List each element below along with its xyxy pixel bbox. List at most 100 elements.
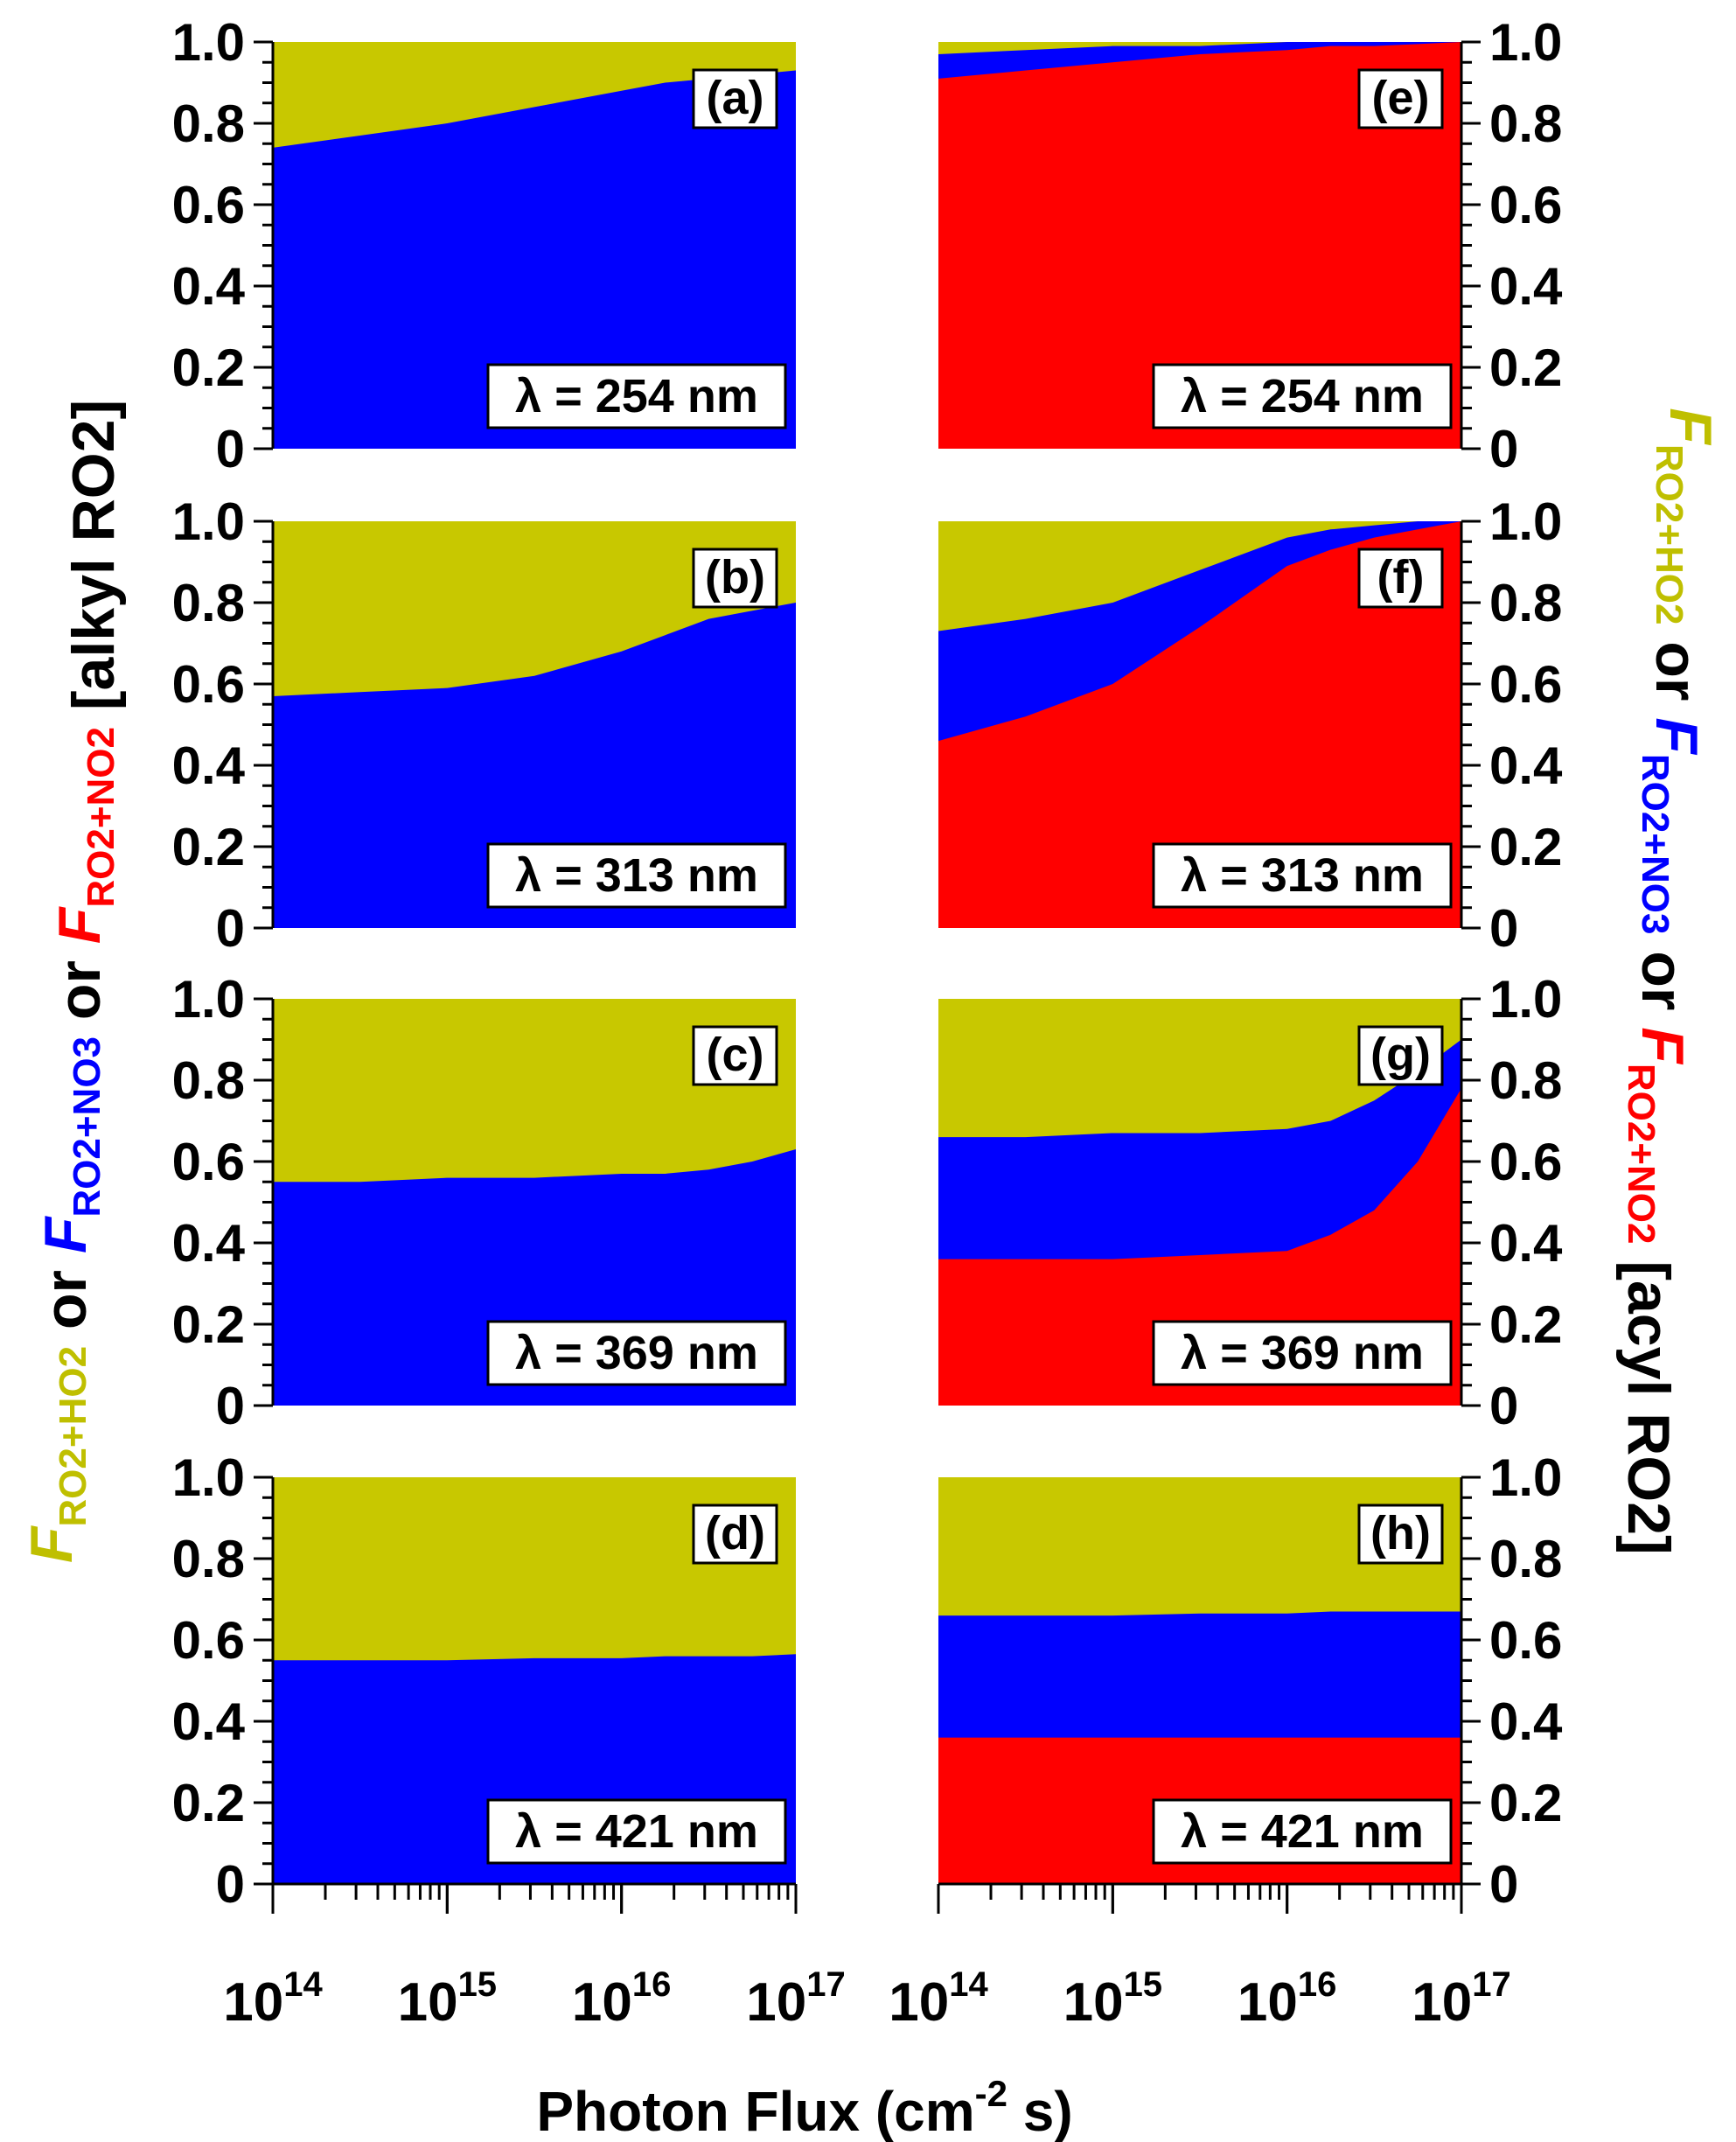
x-tick-label-exp: 15 [1124,1965,1163,2004]
wavelength-box [486,363,787,429]
side-label-part: F [32,1216,99,1253]
x-tick-label: 1016 [572,1965,671,2033]
wavelength-label: λ = 421 nm [1181,1805,1424,1858]
y-tick-label: 0.6 [1489,1611,1562,1670]
panel-tag-label: (h) [1370,1507,1431,1559]
panel-g: 0 0.2 0.4 0.6 0.8 1.0 (g) λ = 369 nm [938,970,1563,1435]
wavelength-label: λ = 313 nm [1181,849,1424,902]
wavelength-label: λ = 369 nm [515,1327,758,1379]
y-tick-label: 0 [1489,1377,1518,1435]
right-y-axis-label: FRO2+HO2 or FRO2+NO3 or FRO2+NO2 [acyl R… [1615,408,1724,1554]
side-label-part: [alkyl RO2] [60,400,127,727]
x-tick-label: 1017 [1412,1965,1510,2033]
panel-tag-label: (g) [1370,1029,1431,1081]
y-tick-label: 0.6 [1489,655,1562,714]
x-axis-title: Photon Flux (cm-2 s) [536,2073,1072,2142]
area-ro2-no3 [273,70,796,450]
x-tick-label: 1017 [746,1965,845,2033]
y-tick-label: 0.6 [172,1611,245,1670]
x-tick-label-exp: 14 [283,1965,323,2004]
side-label-subscript: RO2+NO2 [1620,1064,1663,1245]
y-tick-label: 1.0 [172,13,245,72]
side-label-subscript: RO2+HO2 [1648,444,1691,625]
panels-layer: 0 0.2 0.4 0.6 0.8 1.0 (a) λ = 254 nm 0 0.2 0.4 0.6 0… [172,13,1563,1914]
x-tick-label-exp: 15 [458,1965,498,2004]
wavelength-box [486,842,787,909]
y-tick-label: 1.0 [172,492,245,551]
x-tick-label-base: 10 [889,1972,949,2033]
x-tick-label-exp: 16 [632,1965,672,2004]
side-label-subscript: RO2+NO3 [66,1036,108,1218]
x-tick-label-base: 10 [572,1972,632,2033]
wavelength-label: λ = 254 nm [515,370,758,422]
panel-tag-box [692,1025,778,1086]
y-tick-label: 1.0 [1489,492,1562,551]
x-tick-label: 1015 [1063,1965,1162,2033]
x-axis-title-tail: s) [1007,2080,1073,2142]
y-tick-label: 0.8 [1489,574,1562,632]
side-label-subscript: RO2+NO2 [80,727,122,908]
side-label-subscript: RO2+HO2 [52,1346,94,1527]
y-tick-label: 0.4 [1489,1692,1563,1751]
y-tick-label: 0.6 [1489,1133,1562,1191]
panel-tag-label: (b) [705,551,765,604]
panel-tag-box [1357,548,1444,609]
y-tick-label: 0.4 [1489,736,1563,795]
y-tick-label: 0.6 [172,1133,245,1191]
y-tick-label: 0 [1489,420,1518,478]
side-label-subscript: RO2+NO3 [1634,754,1677,935]
panel-tag-label: (d) [705,1507,765,1559]
panel-a: 0 0.2 0.4 0.6 0.8 1.0 (a) λ = 254 nm [172,13,796,478]
panel-c: 0 0.2 0.4 0.6 0.8 1.0 (c) λ = 369 nm [172,970,796,1435]
panel-tag-box [692,548,778,609]
panel-tag-label: (f) [1377,551,1425,604]
panel-tag-label: (a) [707,72,764,124]
y-tick-label: 0.2 [1489,818,1562,876]
side-label-part: or [1643,624,1710,717]
y-tick-label: 1.0 [172,1448,245,1507]
panel-d: 0 0.2 0.4 0.6 0.8 1.0 (d) λ = 421 nm [172,1448,798,1914]
side-label-part: F [1657,408,1724,445]
y-tick-label: 0.8 [1489,1051,1562,1110]
panel-h: 0 0.2 0.4 0.6 0.8 1.0 (h) λ = 421 nm [937,1448,1563,1914]
x-tick-label: 1014 [223,1965,323,2033]
x-tick-label-exp: 16 [1298,1965,1337,2004]
y-tick-label: 0 [1489,1855,1518,1914]
wavelength-box [486,1320,787,1386]
side-label-part: F [46,906,113,944]
y-tick-label: 0.2 [172,1295,245,1354]
panel-tag-label: (e) [1372,72,1430,124]
side-label-part: or [1629,934,1696,1027]
x-tick-label-base: 10 [1063,1972,1124,2033]
y-tick-label: 0.6 [1489,176,1562,234]
x-tick-label-exp: 17 [1472,1965,1511,2004]
y-tick-label: 0.2 [1489,1295,1562,1354]
side-label-part: or [46,944,113,1036]
y-tick-label: 0.4 [172,1214,246,1273]
y-tick-label: 1.0 [172,970,245,1029]
y-tick-label: 0.8 [1489,1530,1562,1588]
wavelength-box [486,1798,787,1865]
panel-tag-box [1357,1504,1444,1565]
x-tick-label: 1016 [1238,1965,1336,2033]
x-tick-label-base: 10 [223,1972,283,2033]
x-axis-title-sup: -2 [975,2073,1007,2114]
y-tick-label: 0.4 [1489,257,1563,316]
y-tick-label: 0.4 [172,1692,246,1751]
y-tick-label: 0 [216,1855,245,1914]
y-tick-label: 0 [216,899,245,958]
x-tick-label-base: 10 [1412,1972,1472,2033]
y-tick-label: 0.8 [172,574,245,632]
wavelength-label: λ = 254 nm [1181,370,1424,422]
y-tick-label: 0.8 [1489,94,1562,153]
wavelength-box [1152,842,1453,909]
x-tick-label-base: 10 [746,1972,806,2033]
panel-tag-box [1357,1025,1444,1086]
left-y-axis-label: FRO2+HO2 or FRO2+NO3 or FRO2+NO2 [alkyl … [18,400,127,1563]
y-tick-label: 1.0 [1489,970,1562,1029]
area-ro2-no2 [938,521,1461,928]
side-label-part: F [18,1525,85,1563]
y-tick-label: 0.2 [172,338,245,397]
y-tick-label: 0.6 [172,655,245,714]
